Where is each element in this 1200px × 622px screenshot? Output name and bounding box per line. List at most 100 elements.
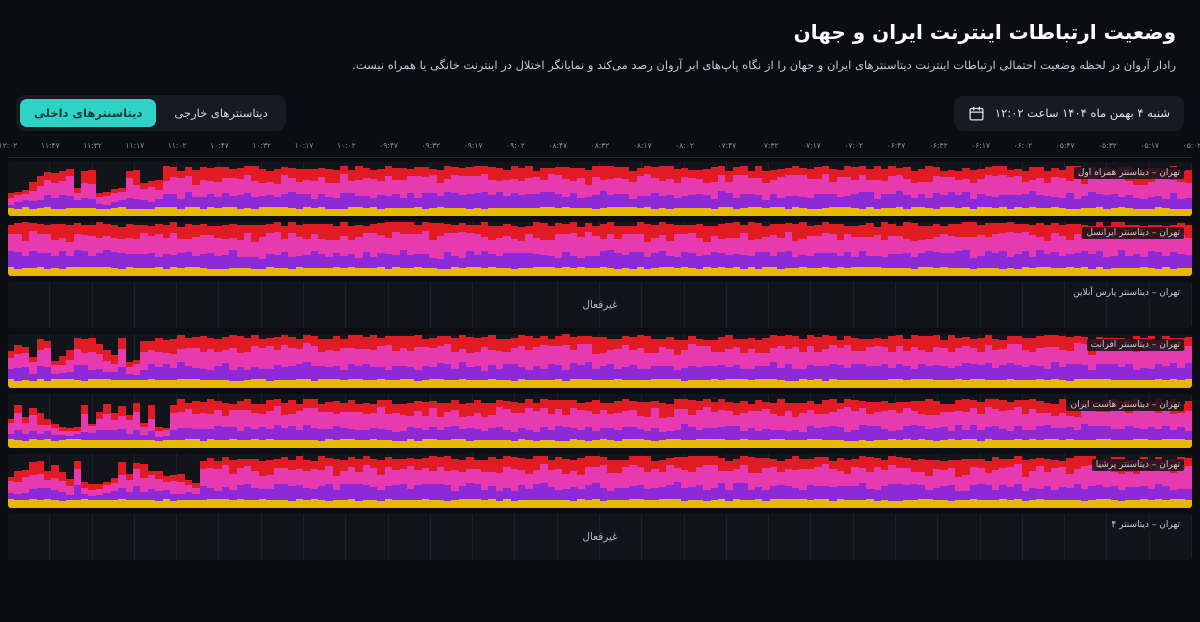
status-bar-segment — [443, 402, 452, 413]
status-bar — [44, 394, 52, 449]
status-bar-segment — [695, 179, 704, 195]
status-bar-segment — [169, 379, 178, 389]
status-bar-segment — [1006, 409, 1015, 431]
status-bar-segment — [481, 208, 489, 217]
status-bar-segment — [680, 399, 689, 410]
status-bar-segment — [355, 267, 363, 277]
status-bar-segment — [36, 487, 45, 500]
datacenter-row[interactable]: تهران – دیتاسنتر هاست ایران — [8, 394, 1192, 449]
row-bars — [8, 394, 1192, 449]
status-bar-segment — [710, 235, 718, 252]
status-bar-segment — [221, 238, 230, 256]
datacenter-row[interactable]: تهران – دیتاسنتر پرشیا — [8, 454, 1192, 509]
status-bar-segment — [1066, 253, 1074, 268]
status-bar-segment — [95, 411, 104, 420]
status-bar-segment — [399, 440, 407, 449]
status-bar-segment — [999, 206, 1007, 217]
status-bar — [1029, 394, 1037, 449]
status-bar-segment — [969, 424, 978, 440]
status-bar-segment — [1029, 399, 1037, 409]
status-bar-segment — [910, 459, 918, 473]
status-bar-segment — [888, 464, 896, 484]
status-bar-segment — [888, 208, 896, 217]
datacenter-row[interactable]: تهران – دیتاسنتر پارس آنلاین غیرفعال — [8, 282, 1192, 329]
status-bar-segment — [44, 418, 52, 426]
status-bar-segment — [799, 402, 807, 414]
status-bar — [1036, 222, 1044, 277]
status-bar — [903, 454, 911, 509]
status-bar-segment — [599, 179, 607, 192]
date-picker[interactable]: شنبه ۴ بهمن ماه ۱۴۰۴ ساعت ۱۲:۰۲ — [953, 95, 1184, 131]
status-bar-segment — [606, 413, 615, 429]
status-bar-segment — [303, 500, 311, 509]
status-bar-segment — [710, 455, 718, 466]
status-bar-segment — [1147, 196, 1155, 209]
status-bar-segment — [688, 456, 696, 473]
status-bar — [236, 454, 244, 509]
status-bar-segment — [873, 490, 881, 501]
status-bar-segment — [910, 240, 918, 258]
status-bar — [266, 162, 274, 217]
status-bar-segment — [244, 208, 252, 217]
status-bar-segment — [806, 208, 815, 217]
status-bar — [414, 394, 422, 449]
status-bar-segment — [1125, 440, 1133, 449]
status-bar-segment — [1140, 428, 1148, 439]
status-bar — [103, 394, 111, 449]
status-bar-segment — [992, 176, 1000, 198]
status-bar-segment — [155, 190, 163, 199]
status-bar-segment — [58, 180, 67, 195]
status-bar-segment — [369, 179, 378, 199]
status-bar-segment — [44, 171, 52, 180]
status-bar-segment — [443, 500, 452, 509]
status-bar-segment — [673, 482, 681, 499]
tab-datacenter-internal[interactable]: دیتاسنترهای داخلی — [20, 99, 157, 128]
datacenter-row[interactable]: تهران – دیتاسنتر ۴ غیرفعال — [8, 514, 1192, 561]
status-bar-segment — [192, 266, 200, 277]
status-bar-segment — [777, 252, 785, 269]
status-bar-segment — [236, 256, 244, 268]
status-bar-segment — [540, 254, 548, 268]
status-bar-segment — [562, 233, 570, 252]
status-bar-segment — [206, 398, 215, 414]
status-bar — [266, 454, 274, 509]
status-bar-segment — [577, 335, 585, 345]
datacenter-row[interactable]: تهران – دیتاسنتر افرانت — [8, 334, 1192, 389]
status-bar-segment — [784, 459, 793, 470]
status-bar-segment — [643, 440, 652, 449]
status-bar-segment — [680, 350, 689, 368]
status-bar-segment — [680, 488, 689, 501]
status-bar-segment — [792, 499, 800, 509]
datacenter-row[interactable]: تهران – دیتاسنتر ایرانسل — [8, 222, 1192, 277]
status-bar-segment — [421, 415, 430, 430]
status-bar-segment — [666, 379, 674, 389]
status-bar-segment — [466, 208, 474, 217]
axis-tick: ۰۵:۰۲ — [1182, 141, 1200, 151]
status-bar-segment — [725, 254, 733, 268]
status-bar-segment — [962, 490, 970, 500]
status-bar — [984, 222, 993, 277]
tab-datacenter-external[interactable]: دیتاسنترهای خارجی — [160, 99, 281, 127]
status-bar-segment — [718, 458, 726, 472]
status-bar-segment — [310, 267, 319, 277]
status-bar-segment — [14, 345, 22, 355]
status-bar-segment — [1169, 362, 1178, 379]
status-bar-segment — [236, 409, 244, 431]
status-bar-segment — [984, 484, 993, 500]
status-bar-segment — [732, 197, 741, 209]
status-bar-segment — [103, 499, 111, 509]
status-bar-segment — [843, 176, 852, 197]
status-bar-segment — [44, 488, 52, 500]
status-bar-segment — [651, 460, 659, 469]
status-bar-segment — [769, 334, 778, 348]
status-bar — [695, 222, 704, 277]
status-bar-segment — [555, 409, 563, 426]
status-bar-segment — [651, 379, 659, 389]
status-bar-segment — [251, 488, 259, 500]
status-bar-segment — [399, 403, 407, 416]
status-bar-segment — [584, 362, 593, 379]
datacenter-row[interactable]: تهران – دیتاسنتر همراه اول — [8, 162, 1192, 217]
status-bar-segment — [851, 429, 859, 441]
axis-tick: ۰۸:۰۲ — [675, 141, 694, 151]
status-bar — [58, 222, 67, 277]
